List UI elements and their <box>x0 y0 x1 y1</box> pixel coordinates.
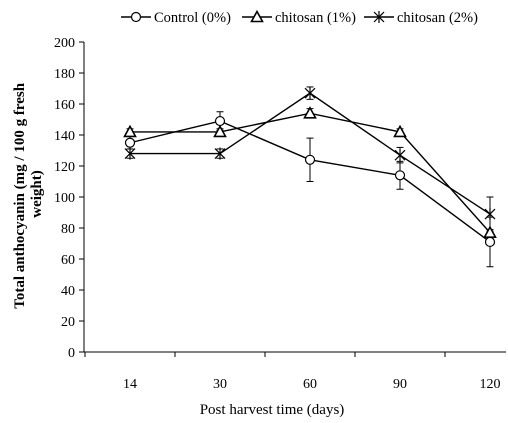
data-point <box>124 147 136 160</box>
legend-marker <box>373 11 385 23</box>
y-axis-title-line-2: weight) <box>29 170 45 218</box>
axes <box>83 42 506 353</box>
y-tick-label: 60 <box>61 253 75 268</box>
y-tick-label: 0 <box>68 346 75 361</box>
legend: Control (0%) chitosan (1%) chitosan (2%) <box>121 9 478 26</box>
data-point <box>214 115 226 127</box>
data-point <box>393 124 407 138</box>
legend-entry-2: chitosan (1%) <box>242 9 356 26</box>
y-axis-title-line-1: Total anthocyanin (mg / 100 g fresh <box>12 82 28 309</box>
legend-entry-1: Control (0%) <box>121 10 231 26</box>
y-tick-label: 160 <box>54 98 75 113</box>
data-point <box>304 154 316 165</box>
y-tick-label: 80 <box>61 222 75 237</box>
x-tick-label: 60 <box>303 377 317 392</box>
data-point <box>123 124 137 138</box>
series-markers <box>123 87 497 248</box>
x-tick-label: 120 <box>480 377 501 392</box>
data-point <box>484 208 496 221</box>
data-point <box>484 236 496 248</box>
legend-marker <box>130 11 142 23</box>
data-point <box>304 87 316 100</box>
x-tick-label: 30 <box>213 377 227 392</box>
y-tick-label: 140 <box>54 129 75 144</box>
y-tick-label: 100 <box>54 191 75 206</box>
y-tick-label: 120 <box>54 160 75 175</box>
legend-label: chitosan (1%) <box>275 10 356 26</box>
x-tick-label: 14 <box>123 377 137 392</box>
legend-label: chitosan (2%) <box>397 10 478 26</box>
x-tick-label: 90 <box>393 377 407 392</box>
data-point <box>394 170 406 181</box>
y-axis-ticks: 0 20 40 60 80 100 120 140 160 180 200 <box>54 36 84 361</box>
x-axis-title: Post harvest time (days) <box>200 402 345 418</box>
data-point <box>483 225 497 238</box>
data-point <box>394 149 406 162</box>
legend-label: Control (0%) <box>154 10 231 26</box>
data-point <box>213 124 227 138</box>
data-point <box>303 106 317 119</box>
y-tick-label: 180 <box>54 67 75 82</box>
y-tick-label: 200 <box>54 36 75 51</box>
legend-marker <box>250 9 264 23</box>
y-axis-title: Total anthocyanin (mg / 100 g fresh weig… <box>12 79 45 309</box>
data-point <box>124 137 136 148</box>
x-axis-ticks: 14 30 60 90 120 <box>84 352 501 392</box>
y-tick-label: 40 <box>61 284 75 299</box>
data-point <box>214 147 226 160</box>
y-tick-label: 20 <box>61 315 75 330</box>
legend-entry-3: chitosan (2%) <box>364 10 478 26</box>
